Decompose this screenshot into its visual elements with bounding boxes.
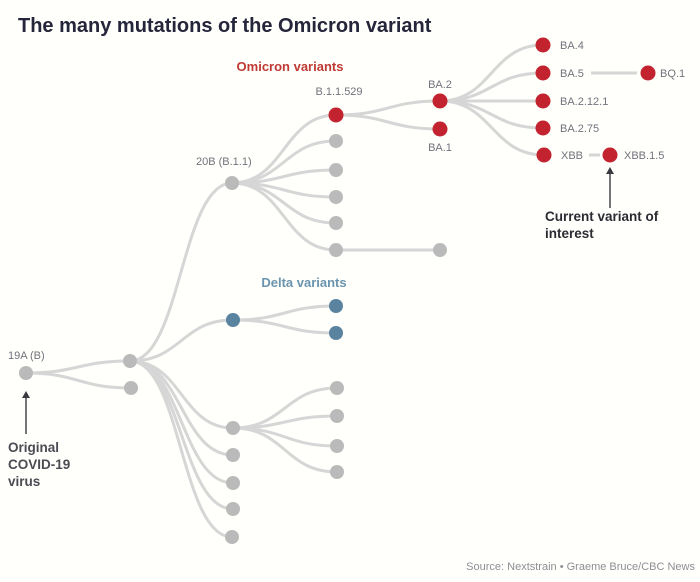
node-g-6b bbox=[433, 243, 447, 257]
link-major-to-m-2 bbox=[232, 414, 338, 430]
link-hub-to-col-2 bbox=[129, 359, 234, 485]
node-ba2 bbox=[432, 93, 448, 109]
node-col-4 bbox=[225, 530, 239, 544]
node-label-xbb: XBB bbox=[561, 150, 583, 162]
node-hub-child bbox=[124, 381, 138, 395]
node-g-6 bbox=[329, 243, 343, 257]
node-m-3 bbox=[330, 439, 344, 453]
link-20b-to-g-6 bbox=[231, 181, 337, 252]
node-m-4 bbox=[330, 465, 344, 479]
link-ba2-to-ba5 bbox=[439, 71, 544, 103]
node-col-2 bbox=[226, 476, 240, 490]
node-label-ba4: BA.4 bbox=[560, 40, 584, 52]
node-xbb bbox=[536, 147, 552, 163]
node-delta-2 bbox=[329, 326, 343, 340]
node-ba2-12-1 bbox=[535, 93, 551, 109]
node-delta-1 bbox=[329, 299, 343, 313]
node-g-3 bbox=[329, 163, 343, 177]
node-label-ba2: BA.2 bbox=[428, 79, 452, 91]
link-ba2-to-xbb bbox=[439, 99, 545, 157]
link-b11529-to-ba2 bbox=[335, 99, 441, 117]
node-label-19a-b: 19A (B) bbox=[8, 350, 45, 362]
link-hub-to-col-3 bbox=[129, 359, 234, 511]
annotation-text-current-variant-of-interest-line-2: interest bbox=[545, 226, 594, 241]
node-label-b11529: B.1.1.529 bbox=[315, 86, 362, 98]
node-label-ba5: BA.5 bbox=[560, 68, 584, 80]
source-credit: Source: Nextstrain • Graeme Bruce/CBC Ne… bbox=[466, 561, 695, 573]
node-g-2 bbox=[329, 134, 343, 148]
annotation-arrowhead-current-variant-of-interest bbox=[606, 167, 614, 174]
link-ba2-to-ba2-75 bbox=[439, 99, 544, 130]
link-delta-to-delta-2 bbox=[232, 318, 337, 335]
node-root bbox=[19, 366, 33, 380]
annotation-text-original-covid-19-virus-line-1: Original bbox=[8, 440, 59, 455]
link-root-to-hub bbox=[25, 359, 131, 375]
link-hub-to-20b bbox=[129, 181, 233, 363]
node-label-xbb15: XBB.1.5 bbox=[624, 150, 664, 162]
node-label-ba1: BA.1 bbox=[428, 142, 452, 154]
link-delta-to-delta-1 bbox=[232, 304, 337, 322]
node-ba1 bbox=[432, 121, 448, 137]
node-hub bbox=[123, 354, 137, 368]
annotation-arrowhead-original-covid-19-virus bbox=[22, 391, 30, 398]
node-xbb15 bbox=[602, 147, 618, 163]
link-20b-to-g-3 bbox=[231, 168, 337, 185]
node-col-3 bbox=[226, 502, 240, 516]
node-g-4 bbox=[329, 190, 343, 204]
node-m-1 bbox=[330, 381, 344, 395]
node-label-ba2-75: BA.2.75 bbox=[560, 123, 599, 135]
node-ba2-75 bbox=[535, 120, 551, 136]
node-ba5 bbox=[535, 65, 551, 81]
node-ba4 bbox=[535, 37, 551, 53]
node-label-20b-b11: 20B (B.1.1) bbox=[196, 156, 252, 168]
group-label-omicron-variants: Omicron variants bbox=[237, 59, 344, 74]
node-m-2 bbox=[330, 409, 344, 423]
annotation-text-original-covid-19-virus-line-3: virus bbox=[8, 474, 40, 489]
link-20b-to-b11529 bbox=[231, 113, 337, 185]
link-hub-to-col-1 bbox=[129, 359, 234, 457]
node-g-5 bbox=[329, 216, 343, 230]
group-label-delta-variants: Delta variants bbox=[261, 275, 346, 290]
link-hub-to-delta bbox=[129, 318, 234, 363]
node-20b bbox=[225, 176, 239, 190]
node-delta bbox=[226, 313, 240, 327]
link-hub-to-major bbox=[129, 359, 234, 430]
node-col-1 bbox=[226, 448, 240, 462]
page-title: The many mutations of the Omicron varian… bbox=[18, 15, 432, 38]
link-hub-to-col-4 bbox=[129, 359, 233, 539]
annotation-text-current-variant-of-interest-line-1: Current variant of bbox=[545, 209, 659, 224]
link-root-to-hub-child bbox=[25, 371, 132, 390]
node-label-bq1: BQ.1 bbox=[660, 68, 685, 80]
link-major-to-m-4 bbox=[232, 426, 338, 474]
node-bq1 bbox=[640, 65, 656, 81]
annotation-text-original-covid-19-virus-line-2: COVID-19 bbox=[8, 457, 70, 472]
link-b11529-to-ba1 bbox=[335, 113, 441, 131]
node-major bbox=[226, 421, 240, 435]
node-b11529 bbox=[328, 107, 344, 123]
node-label-ba2-12-1: BA.2.12.1 bbox=[560, 96, 608, 108]
